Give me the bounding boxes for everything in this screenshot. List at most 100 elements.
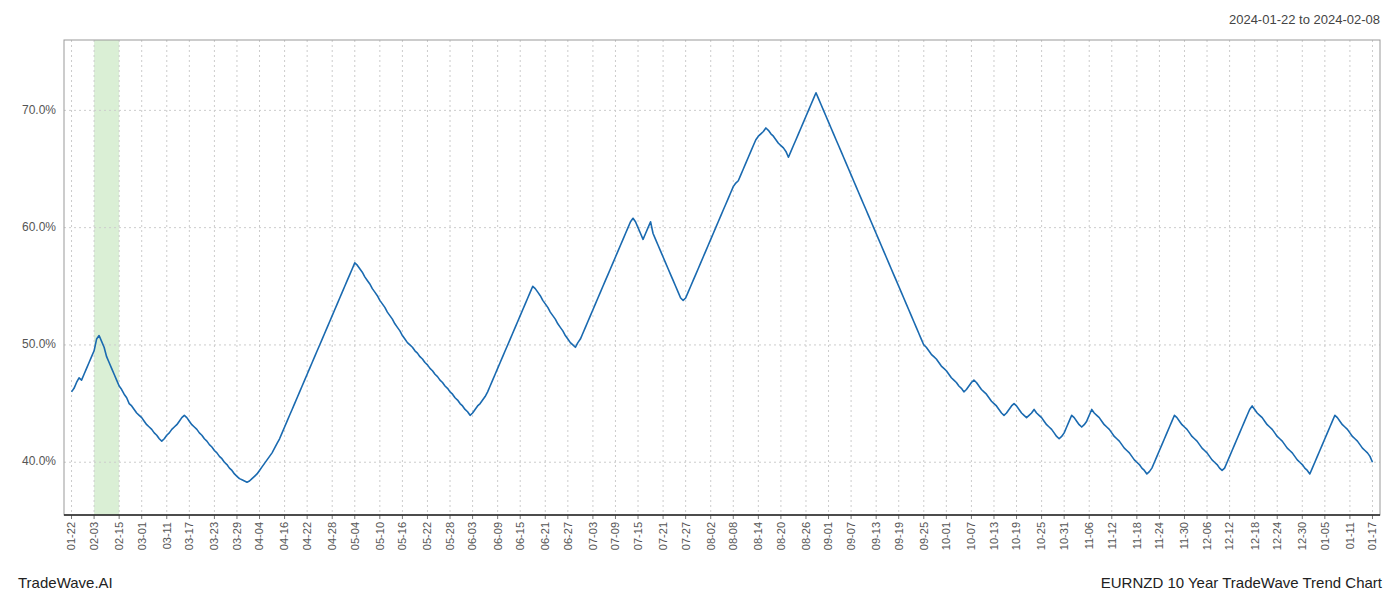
- x-tick-label: 08-20: [775, 522, 787, 550]
- x-grid-line: [1016, 40, 1017, 515]
- x-tick-label: 06-21: [539, 522, 551, 550]
- x-tick-label: 05-16: [396, 522, 408, 550]
- x-grid-line: [592, 40, 593, 515]
- y-grid-line: [64, 227, 1380, 228]
- x-grid-line: [71, 40, 72, 515]
- highlight-group: [94, 40, 119, 515]
- y-grid-line: [64, 110, 1380, 111]
- x-tick-label: 06-15: [514, 522, 526, 550]
- x-grid-line: [971, 40, 972, 515]
- x-grid-line: [94, 40, 95, 515]
- x-tick-label: 08-14: [752, 522, 764, 550]
- x-tick-label: 09-25: [918, 522, 930, 550]
- x-tick-label: 04-16: [278, 522, 290, 550]
- x-tick-label: 11-12: [1106, 522, 1118, 549]
- axes: 40.0%50.0%60.0%70.0%01-2202-0302-1503-01…: [22, 40, 1380, 550]
- x-tick-label: 12-30: [1296, 522, 1308, 550]
- x-grid-line: [1184, 40, 1185, 515]
- x-grid-line: [189, 40, 190, 515]
- x-tick-label: 03-11: [161, 522, 173, 549]
- x-tick-label: 10-31: [1058, 522, 1070, 550]
- x-grid-line: [1229, 40, 1230, 515]
- highlight-region: [94, 40, 119, 515]
- x-grid-line: [780, 40, 781, 515]
- x-grid-line: [805, 40, 806, 515]
- x-grid-line: [259, 40, 260, 515]
- x-tick-label: 05-28: [444, 522, 456, 550]
- x-tick-label: 02-15: [113, 522, 125, 550]
- x-tick-label: 05-10: [374, 522, 386, 550]
- x-tick-label: 03-23: [208, 522, 220, 550]
- x-tick-label: 06-09: [492, 522, 504, 550]
- x-grid-line: [545, 40, 546, 515]
- x-grid-line: [1372, 40, 1373, 515]
- x-tick-label: 05-04: [349, 522, 361, 550]
- x-tick-label: 10-01: [940, 522, 952, 550]
- x-grid-line: [1089, 40, 1090, 515]
- x-grid-line: [851, 40, 852, 515]
- x-grid-line: [1159, 40, 1160, 515]
- x-grid-line: [923, 40, 924, 515]
- x-grid-line: [828, 40, 829, 515]
- x-tick-label: 12-12: [1223, 522, 1235, 550]
- y-tick-label: 60.0%: [22, 220, 56, 234]
- x-grid-line: [332, 40, 333, 515]
- x-tick-label: 11-24: [1153, 522, 1165, 549]
- x-grid-line: [497, 40, 498, 515]
- x-tick-label: 08-02: [705, 522, 717, 550]
- x-tick-label: 07-03: [587, 522, 599, 550]
- x-grid-line: [733, 40, 734, 515]
- x-tick-label: 09-07: [845, 522, 857, 550]
- x-tick-label: 01-05: [1319, 522, 1331, 550]
- x-grid-line: [379, 40, 380, 515]
- x-grid-line: [166, 40, 167, 515]
- x-grid-line: [638, 40, 639, 515]
- x-grid-line: [1254, 40, 1255, 515]
- x-grid-line: [615, 40, 616, 515]
- x-grid-line: [1111, 40, 1112, 515]
- x-grid-line: [1064, 40, 1065, 515]
- x-grid-line: [710, 40, 711, 515]
- x-tick-label: 01-22: [65, 522, 77, 550]
- x-tick-label: 01-17: [1366, 522, 1378, 550]
- x-tick-label: 08-26: [800, 522, 812, 550]
- x-axis-line: [64, 514, 1380, 516]
- x-grid-line: [354, 40, 355, 515]
- x-grid-line: [119, 40, 120, 515]
- x-tick-label: 09-19: [893, 522, 905, 550]
- grid: [64, 40, 1380, 515]
- x-tick-label: 11-30: [1178, 522, 1190, 549]
- y-tick-label: 50.0%: [22, 337, 56, 351]
- x-tick-label: 11-18: [1131, 522, 1143, 549]
- x-tick-label: 10-13: [988, 522, 1000, 550]
- x-tick-label: 12-24: [1271, 522, 1283, 550]
- chart: 40.0%50.0%60.0%70.0%01-2202-0302-1503-01…: [0, 0, 1400, 600]
- plot-frame: [64, 40, 1380, 515]
- x-tick-label: 09-13: [870, 522, 882, 550]
- x-grid-line: [1277, 40, 1278, 515]
- x-tick-label: 03-17: [183, 522, 195, 550]
- x-grid-line: [450, 40, 451, 515]
- x-grid-line: [214, 40, 215, 515]
- x-tick-label: 10-25: [1035, 522, 1047, 550]
- y-tick-label: 40.0%: [22, 454, 56, 468]
- footer-annotation: EURNZD 10 Year TradeWave Trend Chart: [1101, 574, 1383, 591]
- y-tick-label: 70.0%: [22, 103, 56, 117]
- x-tick-label: 10-19: [1010, 522, 1022, 550]
- x-tick-label: 07-21: [657, 522, 669, 550]
- x-grid-line: [472, 40, 473, 515]
- x-tick-label: 12-18: [1249, 522, 1261, 550]
- x-tick-label: 08-08: [727, 522, 739, 550]
- x-grid-line: [993, 40, 994, 515]
- x-grid-line: [427, 40, 428, 515]
- x-grid-line: [1324, 40, 1325, 515]
- x-grid-line: [520, 40, 521, 515]
- y-grid-line: [64, 462, 1380, 463]
- x-tick-label: 06-03: [466, 522, 478, 550]
- series-group: [72, 93, 1373, 482]
- x-tick-label: 09-01: [822, 522, 834, 550]
- x-tick-label: 12-06: [1201, 522, 1213, 550]
- x-grid-line: [663, 40, 664, 515]
- x-tick-label: 07-09: [609, 522, 621, 550]
- x-grid-line: [236, 40, 237, 515]
